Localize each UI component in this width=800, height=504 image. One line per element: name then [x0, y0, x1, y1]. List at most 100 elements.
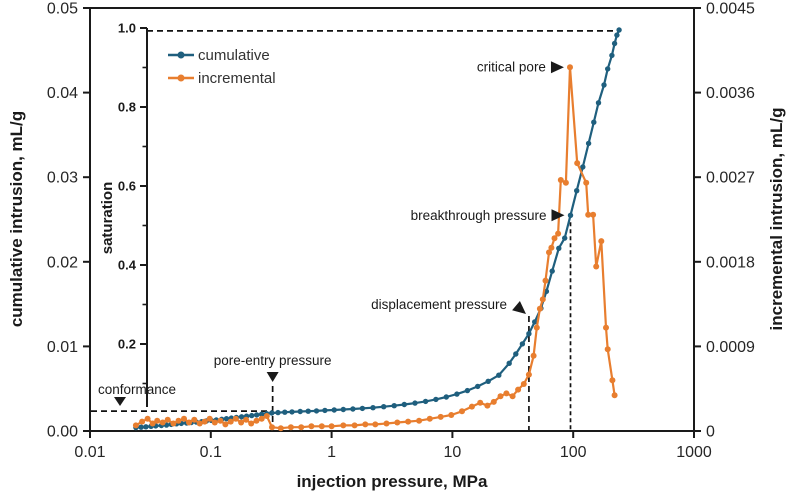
y-left-tick-label: 0.03 [47, 170, 78, 187]
cumulative-data-point [350, 406, 356, 412]
incremental-data-point [477, 399, 484, 406]
incremental-data-point [222, 421, 229, 428]
incremental-data-point [548, 244, 555, 251]
y-right-axis-title: incremental intrusion, mL/g [767, 108, 786, 331]
arrow-down-icon [266, 372, 279, 382]
cumulative-data-point [259, 411, 265, 417]
incremental-data-point [609, 377, 616, 384]
incremental-data-point [186, 419, 192, 426]
incremental-data-point [497, 393, 504, 400]
incremental-data-point [557, 177, 564, 183]
incremental-data-point [590, 211, 597, 218]
incremental-data-point [515, 386, 522, 393]
cumulative-data-point [223, 416, 230, 422]
incremental-data-point [533, 324, 540, 331]
incremental-data-point [191, 416, 198, 423]
incremental-data-point [308, 423, 315, 430]
annotation-label: critical pore [477, 60, 546, 75]
y-left-tick-label: 0.02 [47, 254, 78, 271]
cumulative-data-point [605, 66, 611, 72]
annotation-label: breakthrough pressure [411, 208, 547, 223]
incremental-data-point [372, 421, 379, 428]
incremental-data-point [298, 424, 305, 431]
arrow-right-icon [551, 209, 565, 222]
cumulative-data-point [143, 424, 149, 430]
cumulative-data-point [254, 412, 260, 418]
cumulative-data-point [580, 164, 586, 170]
x-tick-label: 0.01 [74, 444, 105, 461]
incremental-data-point [574, 160, 581, 167]
cumulative-data-point [464, 387, 471, 394]
incremental-data-point [149, 420, 156, 427]
cumulative-data-point [611, 40, 618, 47]
cumulative-data-point [275, 409, 281, 416]
cumulative-data-point [591, 119, 597, 125]
saturation-tick-label: 0.4 [118, 258, 137, 273]
cumulative-data-point [519, 341, 526, 347]
arrow-down-icon [114, 397, 126, 406]
incremental-data-point [555, 230, 562, 237]
saturation-tick-label: 0.6 [118, 179, 136, 194]
incremental-data-point [164, 416, 171, 423]
cumulative-data-point [401, 401, 407, 408]
incremental-data-point [525, 371, 532, 378]
legend-marker-incremental [177, 74, 185, 82]
incremental-data-point [530, 352, 537, 359]
incremental-data-point [509, 393, 516, 400]
incremental-data-point [362, 421, 369, 428]
y-right-tick-label: 0.0018 [706, 254, 755, 271]
incremental-data-point [248, 420, 255, 427]
cumulative-data-point [475, 383, 481, 390]
cumulative-data-point [422, 398, 429, 405]
incremental-data-point [520, 381, 527, 387]
incremental-data-point [269, 424, 275, 431]
incremental-data-point [175, 417, 182, 424]
saturation-tick-label: 0.2 [118, 337, 136, 352]
cumulative-data-point [433, 396, 439, 403]
cumulative-data-point [443, 394, 449, 400]
legend-marker-cumulative [177, 51, 185, 59]
incremental-data-point [243, 416, 250, 423]
y-left-tick-label: 0.05 [47, 1, 78, 18]
incremental-data-point [227, 418, 234, 425]
y-right-tick-label: 0.0009 [706, 339, 755, 356]
incremental-data-point [263, 413, 270, 419]
incremental-data-point [132, 422, 139, 429]
incremental-data-point [383, 420, 390, 427]
x-tick-label: 10 [444, 444, 462, 461]
cumulative-data-point [138, 424, 144, 430]
incremental-data-point [503, 390, 510, 397]
cumulative-data-point [595, 100, 602, 106]
incremental-data-point [593, 263, 600, 270]
incremental-data-point [598, 238, 605, 245]
incremental-data-point [277, 425, 284, 432]
cumulative-data-point [532, 319, 538, 325]
cumulative-data-point [506, 360, 512, 366]
x-tick-label: 1000 [676, 444, 712, 461]
cumulative-data-point [269, 410, 275, 416]
saturation-tick-label: 1.0 [118, 21, 136, 36]
incremental-data-point [217, 417, 224, 424]
cumulative-data-point [616, 27, 622, 33]
incremental-data-point [238, 419, 245, 426]
incremental-data-point [232, 415, 239, 422]
cumulative-data-point [381, 404, 387, 410]
axes: 0.01 0.1 1 10 100 1000 0.00 0.01 0.02 0.03 0.04 0.0… [47, 1, 755, 462]
cumulative-data-point [297, 408, 303, 415]
incremental-data-point [536, 305, 543, 312]
annotation-label: displacement pressure [371, 297, 507, 312]
saturation-axis: 1.0 0.8 0.6 0.4 0.2 [118, 21, 148, 407]
incremental-data-point [159, 419, 166, 426]
cumulative-data-point [370, 405, 376, 411]
cumulative-data-point [238, 414, 245, 420]
incremental-data-point [551, 235, 558, 242]
incremental-data-point [583, 179, 590, 186]
saturation-axis-title: saturation [99, 182, 116, 255]
incremental-data-point [394, 419, 401, 426]
plot-border [89, 7, 695, 432]
incremental-data-point [562, 179, 569, 186]
cumulative-data-point [601, 82, 607, 88]
incremental-data-point [318, 423, 325, 430]
incremental-data-point [328, 423, 335, 430]
